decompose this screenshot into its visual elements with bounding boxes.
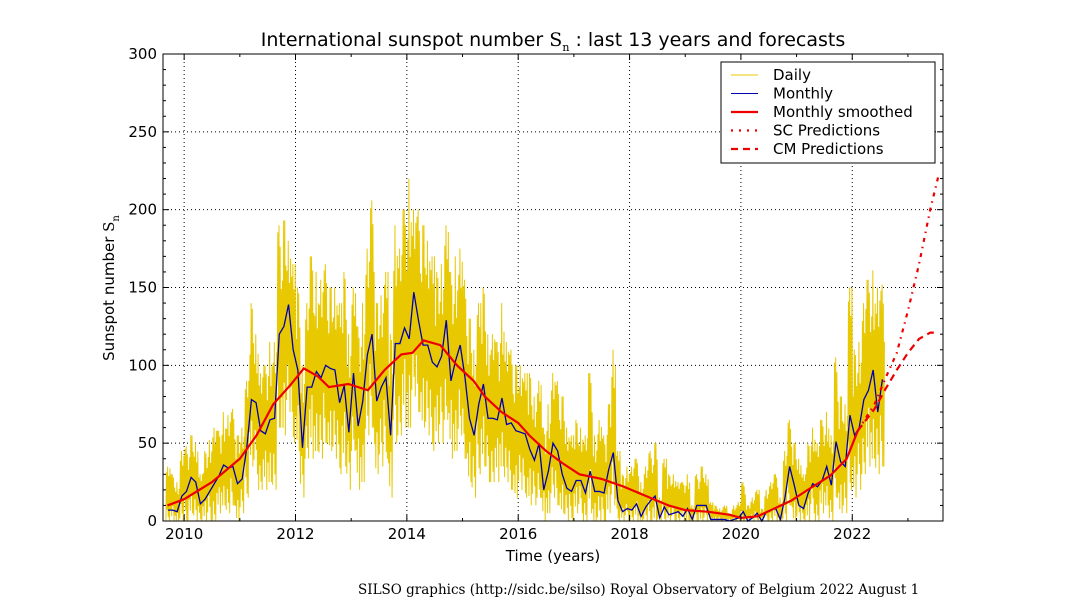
x-tick-label: 2010 [165, 525, 203, 543]
daily-series-line [165, 178, 885, 522]
x-tick-label: 2014 [388, 525, 426, 543]
x-tick-label: 2022 [833, 525, 871, 543]
x-axis-label: Time (years) [505, 547, 600, 565]
footer-credit: SILSO graphics (http://sidc.be/silso) Ro… [358, 582, 919, 598]
y-tick-label: 100 [128, 356, 157, 374]
y-tick-label: 50 [138, 434, 157, 452]
legend-label: Monthly smoothed [773, 103, 913, 121]
y-axis-label: Sunspot number Sn [100, 215, 122, 361]
y-tick-label: 0 [147, 512, 157, 530]
title-prefix: International sunspot number [261, 29, 550, 51]
y-tick-label: 300 [128, 45, 157, 63]
y-tick-label: 250 [128, 123, 157, 141]
ylabel-symbol: S [100, 222, 118, 232]
y-tick-label: 200 [128, 201, 157, 219]
x-tick-label: 2012 [276, 525, 314, 543]
legend-label: CM Predictions [773, 140, 884, 158]
ylabel-subscript: n [111, 215, 122, 222]
legend-label: Daily [773, 66, 811, 84]
legend-label: Monthly [773, 85, 833, 103]
chart-title: International sunspot number Sn : last 1… [261, 29, 846, 54]
ylabel-text: Sunspot number [100, 232, 118, 361]
title-subscript: n [562, 41, 569, 54]
plot-area [165, 175, 940, 523]
axis-ticks: 2010 2012 2014 2016 2018 2020 2022 0 50 100 150 200… [128, 45, 943, 543]
x-tick-label: 2016 [499, 525, 537, 543]
y-tick-label: 150 [128, 279, 157, 297]
x-tick-label: 2018 [610, 525, 648, 543]
x-tick-label: 2020 [722, 525, 760, 543]
monthly-smoothed-line [167, 339, 859, 520]
title-symbol: S [549, 29, 562, 51]
legend-label: SC Predictions [773, 122, 880, 140]
sc-predictions-line [856, 175, 940, 432]
title-suffix: : last 13 years and forecasts [569, 29, 845, 51]
cm-predictions-line [856, 331, 939, 432]
